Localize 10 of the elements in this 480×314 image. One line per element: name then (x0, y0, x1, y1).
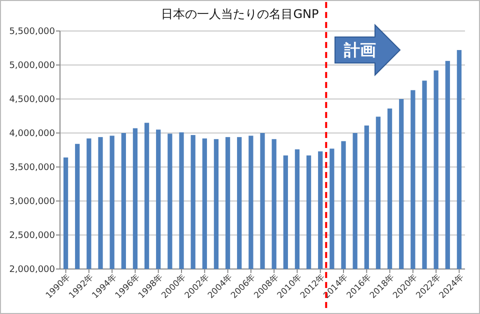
y-tick-label: 5,500,000 (9, 27, 56, 38)
y-tick-label: 2,500,000 (9, 231, 56, 242)
y-tick-label: 3,000,000 (9, 197, 56, 208)
y-tick-label: 4,500,000 (9, 95, 56, 106)
y-tick-label: 2,000,000 (9, 265, 56, 276)
chart-title: 日本の一人当たりの名目GNP (161, 7, 319, 22)
y-tick-label: 3,500,000 (9, 163, 56, 174)
y-tick-label: 5,000,000 (9, 61, 56, 72)
y-tick-label: 4,000,000 (9, 129, 56, 140)
annotation: 計画 (343, 40, 376, 60)
